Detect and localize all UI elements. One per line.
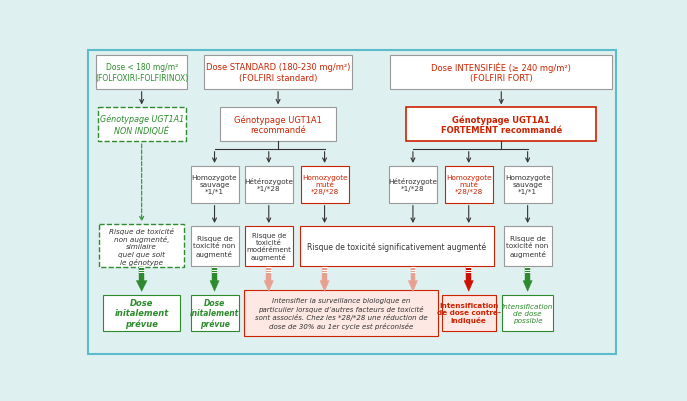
Polygon shape [320,281,329,292]
Text: Risque de
toxicité non
augmenté: Risque de toxicité non augmenté [194,236,236,257]
Polygon shape [267,268,271,281]
FancyBboxPatch shape [504,226,552,266]
FancyBboxPatch shape [244,290,438,336]
Text: Hétérozygote
*1/*28: Hétérozygote *1/*28 [388,178,438,192]
FancyBboxPatch shape [504,166,552,203]
Polygon shape [210,281,219,292]
FancyBboxPatch shape [502,296,553,331]
Text: Dose < 180 mg/m²
(FOLFOXIRI-FOLFIRINOX): Dose < 180 mg/m² (FOLFOXIRI-FOLFIRINOX) [95,63,188,82]
Text: Intensifier la surveillance biologique en
particulier lorsque d’autres facteurs : Intensifier la surveillance biologique e… [255,297,427,329]
FancyBboxPatch shape [96,56,188,89]
Text: Risque de
toxicité
modérément
augmenté: Risque de toxicité modérément augmenté [247,233,291,260]
Polygon shape [264,281,273,292]
FancyBboxPatch shape [300,166,348,203]
FancyBboxPatch shape [406,108,596,142]
FancyBboxPatch shape [245,166,293,203]
Polygon shape [212,268,217,281]
FancyBboxPatch shape [98,108,186,142]
FancyBboxPatch shape [444,166,493,203]
Text: Homozygote
muté
*28/*28: Homozygote muté *28/*28 [446,175,491,195]
Text: Intensification
de dose contre-
indiquée: Intensification de dose contre- indiquée [437,302,501,324]
Text: Génotypage UGT1A1
recommandé: Génotypage UGT1A1 recommandé [234,115,322,135]
FancyBboxPatch shape [190,166,238,203]
Polygon shape [464,281,473,292]
Text: Génotypage UGT1A1
NON INDIQUÉ: Génotypage UGT1A1 NON INDIQUÉ [100,114,184,136]
Polygon shape [411,268,415,281]
Text: Hétérozygote
*1/*28: Hétérozygote *1/*28 [245,178,293,192]
Text: Dose STANDARD (180-230 mg/m²)
(FOLFIRI standard): Dose STANDARD (180-230 mg/m²) (FOLFIRI s… [206,63,350,82]
FancyBboxPatch shape [245,226,293,266]
FancyBboxPatch shape [300,226,493,266]
Text: Risque de
toxicité non
augmenté: Risque de toxicité non augmenté [506,236,549,257]
Text: Homozygote
sauvage
*1/*1: Homozygote sauvage *1/*1 [505,175,550,195]
FancyBboxPatch shape [88,51,616,354]
FancyBboxPatch shape [442,296,496,331]
Text: Dose
initalement
prévue: Dose initalement prévue [190,298,239,328]
Text: Dose INTENSIFIÉE (≥ 240 mg/m²)
(FOLFIRI FORT): Dose INTENSIFIÉE (≥ 240 mg/m²) (FOLFIRI … [431,62,571,83]
Text: Génotypage UGT1A1
FORTEMENT recommandé: Génotypage UGT1A1 FORTEMENT recommandé [440,115,562,135]
Text: Homozygote
sauvage
*1/*1: Homozygote sauvage *1/*1 [192,175,237,195]
Polygon shape [322,268,327,281]
FancyBboxPatch shape [390,56,612,89]
Polygon shape [526,268,530,281]
Polygon shape [139,268,144,281]
FancyBboxPatch shape [99,225,184,268]
Polygon shape [466,268,471,281]
FancyBboxPatch shape [190,296,238,331]
Text: Risque de toxicité significativement augmenté: Risque de toxicité significativement aug… [307,241,486,251]
FancyBboxPatch shape [190,226,238,266]
FancyBboxPatch shape [103,296,181,331]
Polygon shape [136,281,147,292]
FancyBboxPatch shape [205,56,352,89]
Text: Intensification
de dose
possible: Intensification de dose possible [502,303,553,323]
FancyBboxPatch shape [389,166,437,203]
Text: Risque de toxicité
non augmenté,
similaire
quel que soit
le génotype: Risque de toxicité non augmenté, similai… [109,227,174,265]
FancyBboxPatch shape [220,108,336,142]
Text: Homozygote
muté
*28/*28: Homozygote muté *28/*28 [302,175,348,195]
Text: Dose
initalement
prévue: Dose initalement prévue [115,298,169,328]
Polygon shape [408,281,418,292]
Polygon shape [523,281,532,292]
